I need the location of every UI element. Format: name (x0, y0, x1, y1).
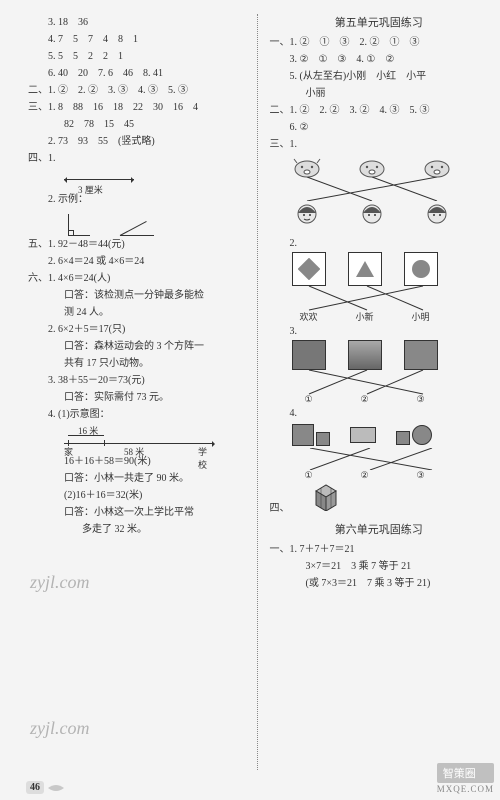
label-home: 家 (64, 445, 73, 458)
section-4-1: 四、1. (28, 150, 247, 167)
ans-4: 4. 7 5 7 4 8 1 (28, 31, 247, 48)
label-16m: 16 米 (78, 424, 98, 437)
match-lines-2 (292, 286, 440, 310)
u6-1b: 3×7＝21 3 乘 7 等于 21 (270, 558, 489, 575)
section-6-3k: 口答：实际需付 73 元。 (28, 389, 247, 406)
footer-arrow-icon (48, 782, 64, 794)
section-6-4-2k: 口答：小林这一次上学比平常 (28, 504, 247, 521)
label-58m: 58 米 (124, 445, 144, 458)
section-4-2: 2. 示例： (28, 191, 247, 208)
kid-icon (357, 203, 387, 231)
u5-1: 一、1. ② ① ③ 2. ② ① ③ (270, 34, 489, 51)
unit5-title: 第五单元巩固练习 (270, 14, 489, 30)
section-6-4-2: (2)16＋16＝32(米) (28, 487, 247, 504)
column-divider (257, 14, 258, 770)
section-3-1: 三、1. 8 88 16 18 22 30 16 4 (28, 99, 247, 116)
section-3-1b: 82 78 15 45 (28, 116, 247, 133)
match-lines-icon (292, 177, 452, 201)
kid-icon (422, 203, 452, 231)
match-diagram-1 (292, 155, 489, 231)
page-number: 46 (26, 781, 44, 794)
watermark-icon: zyjl.com (30, 718, 89, 739)
shape-cards (292, 252, 489, 286)
u5-3: 3. ② ① ③ 4. ① ② (270, 51, 489, 68)
pig-icon (422, 155, 452, 179)
ans-5: 5. 5 5 2 2 1 (28, 48, 247, 65)
section-6-1k2: 测 24 人。 (28, 304, 247, 321)
section-6-2k2: 共有 17 只小动物。 (28, 355, 247, 372)
section-6-3: 3. 38＋55－20＝73(元) (28, 372, 247, 389)
corner-title: 智策圈 (437, 763, 494, 783)
u5-5: 5. (从左至右)小刚 小红 小平 (270, 68, 489, 85)
cm-diagram: 3 厘米 (64, 171, 247, 187)
watermark-icon: zyjl.com (30, 572, 89, 593)
left-column: 3. 18 36 4. 7 5 7 4 8 1 5. 5 5 2 2 1 6. … (28, 14, 255, 770)
card-diamond (292, 252, 326, 286)
unit6-title: 第六单元巩固练习 (270, 521, 489, 537)
section-3-2: 2. 73 93 55 (竖式略) (28, 133, 247, 150)
section-2: 二、1. ② 2. ② 3. ③ 4. ③ 5. ③ (28, 82, 247, 99)
corner-sub: MXQE.COM (437, 784, 494, 794)
section-6-2k: 口答：森林运动会的 3 个方阵一 (28, 338, 247, 355)
ans-3: 3. 18 36 (28, 14, 247, 31)
u5-sec2b: 6. ② (270, 119, 489, 136)
match-lines-4 (292, 448, 452, 470)
corner-badge: 智策圈 MXQE.COM (437, 763, 494, 794)
ans-6: 6. 40 20 7. 6 46 8. 41 (28, 65, 247, 82)
section-6-4-2k2: 多走了 32 米。 (28, 521, 247, 538)
match-lines-3 (292, 370, 440, 394)
cm-label: 3 厘米 (78, 183, 103, 196)
section-6-4: 4. (1)示意图： (28, 406, 247, 423)
section-5-2: 2. 6×4＝24 或 4×6＝24 (28, 253, 247, 270)
card-circle (404, 252, 438, 286)
section-6-4-k: 口答：小林一共走了 90 米。 (28, 470, 247, 487)
section-6-2: 2. 6×2＋5＝17(只) (28, 321, 247, 338)
section-6-1: 六、1. 4×6＝24(人) (28, 270, 247, 287)
u5-sec3-2: 2. (270, 235, 489, 252)
label-school: 学校 (198, 445, 214, 471)
pig-icon (292, 155, 322, 179)
section-5-1: 五、1. 92－48＝44(元) (28, 236, 247, 253)
number-line-diagram: 16 米 58 米 家 学校 (64, 429, 214, 451)
page-footer: 46 (26, 781, 64, 794)
section-6-1k: 口答：该检测点一分钟最多能检 (28, 287, 247, 304)
card-triangle (348, 252, 382, 286)
u5-sec3-1: 三、1. (270, 136, 489, 153)
angle-diagram (68, 208, 247, 236)
u6-1: 一、1. 7＋7＋7＝21 (270, 541, 489, 558)
right-column: 第五单元巩固练习 一、1. ② ① ③ 2. ② ① ③ 3. ② ① ③ 4.… (260, 14, 489, 770)
u5-5b: 小丽 (270, 85, 489, 102)
pig-icon (357, 155, 387, 179)
sec4-label: 四、 (270, 503, 290, 514)
u6-1c: (或 7×3＝21 7 乘 3 等于 21) (270, 575, 489, 592)
kid-icon (292, 203, 322, 231)
u5-sec2: 二、1. ② 2. ② 3. ② 4. ③ 5. ③ (270, 102, 489, 119)
